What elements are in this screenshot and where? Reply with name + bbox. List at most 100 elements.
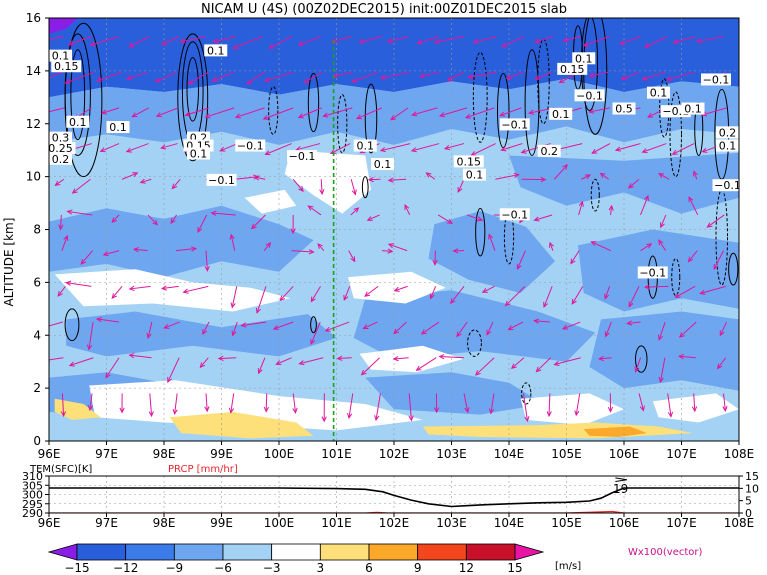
arrow-head xyxy=(535,366,542,373)
y-tick-label: 16 xyxy=(26,11,41,25)
arrow-head xyxy=(231,330,237,337)
shade-region xyxy=(353,290,596,362)
arrow-head xyxy=(607,406,614,413)
arrow-head xyxy=(319,189,325,196)
wind-arrow xyxy=(297,36,321,46)
colorbar-swatch xyxy=(368,543,419,561)
arrow-head xyxy=(570,258,576,265)
arrow-shaft xyxy=(495,174,519,180)
wind-arrow xyxy=(250,214,266,230)
wind-arrow xyxy=(658,173,670,180)
arrow-shaft xyxy=(679,355,696,359)
arrow-shaft xyxy=(417,36,439,44)
arrow-head xyxy=(160,40,168,46)
arrow-head xyxy=(204,265,210,272)
arrow-head xyxy=(658,173,665,179)
wind-arrow xyxy=(582,36,610,47)
contour-loop xyxy=(728,252,739,286)
arrow-head xyxy=(268,43,275,49)
wind-arrow xyxy=(155,107,179,118)
wind-arrow xyxy=(262,107,294,120)
arrow-shaft xyxy=(387,36,409,43)
arrow-shaft xyxy=(202,321,210,335)
surface-grid xyxy=(49,476,739,513)
arrow-shaft xyxy=(183,285,209,293)
arrow-head xyxy=(692,170,698,177)
contour-label-bg xyxy=(537,144,561,157)
arrow-shaft xyxy=(600,173,610,180)
arrow-shaft xyxy=(659,357,666,383)
arrow-shaft xyxy=(88,321,94,350)
arrow-shaft xyxy=(522,393,528,422)
contour-label: −0.1 xyxy=(287,150,317,163)
arrow-shaft xyxy=(361,357,380,376)
arrow-head xyxy=(262,115,269,120)
arrow-head xyxy=(591,148,598,154)
arrow-shaft xyxy=(536,357,551,372)
wind-arrow xyxy=(367,176,381,183)
arrow-shaft xyxy=(164,321,180,329)
wind-arrow xyxy=(699,285,726,295)
x-tick-label: 105E xyxy=(551,447,582,461)
arrow-head xyxy=(504,300,511,307)
arrow-head xyxy=(588,108,595,114)
wind-arrow xyxy=(658,321,666,341)
arrow-head xyxy=(125,147,132,153)
arrow-head xyxy=(457,186,463,194)
arrow-head xyxy=(524,416,530,423)
wind-arrow xyxy=(217,355,237,361)
arrow-head xyxy=(179,38,186,44)
shade-region xyxy=(169,411,314,439)
contour-label-bg xyxy=(235,139,266,152)
arrow-head xyxy=(317,243,323,249)
arrow-head xyxy=(438,112,446,118)
wind-arrow xyxy=(627,178,640,189)
contour-label-bg xyxy=(49,152,72,165)
colorbar-swatch xyxy=(173,543,224,561)
y-tick-label: 300 xyxy=(22,489,43,502)
arrow-head xyxy=(488,408,495,415)
arrow-head xyxy=(516,263,522,270)
arrow-head xyxy=(561,324,569,330)
wind-arrow xyxy=(350,179,357,196)
arrow-head xyxy=(217,355,224,361)
arrow-shaft xyxy=(49,357,64,361)
wind-arrow xyxy=(522,393,530,423)
contour-label-text: 0.15 xyxy=(457,155,482,168)
wind-arrow xyxy=(263,393,269,413)
arrow-shaft xyxy=(205,107,235,118)
wind-arrow xyxy=(182,285,209,294)
contour-label: 0.3 xyxy=(49,131,72,145)
wind-arrow xyxy=(232,36,263,50)
arrow-head xyxy=(719,330,725,337)
arrow-head xyxy=(543,301,549,308)
wind-arrow xyxy=(321,393,327,423)
arrow-head xyxy=(298,186,304,192)
wind-arrow xyxy=(474,357,495,376)
arrow-shaft xyxy=(393,357,409,360)
arrow-head xyxy=(211,76,218,82)
arrow-head xyxy=(132,247,139,253)
wind-arrow xyxy=(65,280,92,287)
contour-label-text: 0.1 xyxy=(575,52,593,65)
arrow-shaft xyxy=(628,178,640,189)
arrow-shaft xyxy=(291,250,314,253)
y-tick-label: 6 xyxy=(33,275,41,289)
arrow-shaft xyxy=(218,357,237,360)
wind-arrow xyxy=(364,285,379,297)
wind-arrow xyxy=(722,393,728,412)
arrow-head xyxy=(387,243,395,249)
x-tick-label: 98E xyxy=(153,447,176,461)
arrow-head xyxy=(163,323,170,329)
arrow-shaft xyxy=(232,321,238,336)
wind-arrow xyxy=(667,393,674,418)
arrow-shaft xyxy=(292,178,304,192)
contour-loop xyxy=(521,382,532,405)
wind-arrow xyxy=(263,242,272,251)
wind-arrow xyxy=(322,107,353,118)
arrow-head xyxy=(500,146,507,152)
colorbar-tick-label: −12 xyxy=(113,561,138,575)
arrow-head xyxy=(604,331,610,338)
arrow-shaft xyxy=(672,143,695,155)
